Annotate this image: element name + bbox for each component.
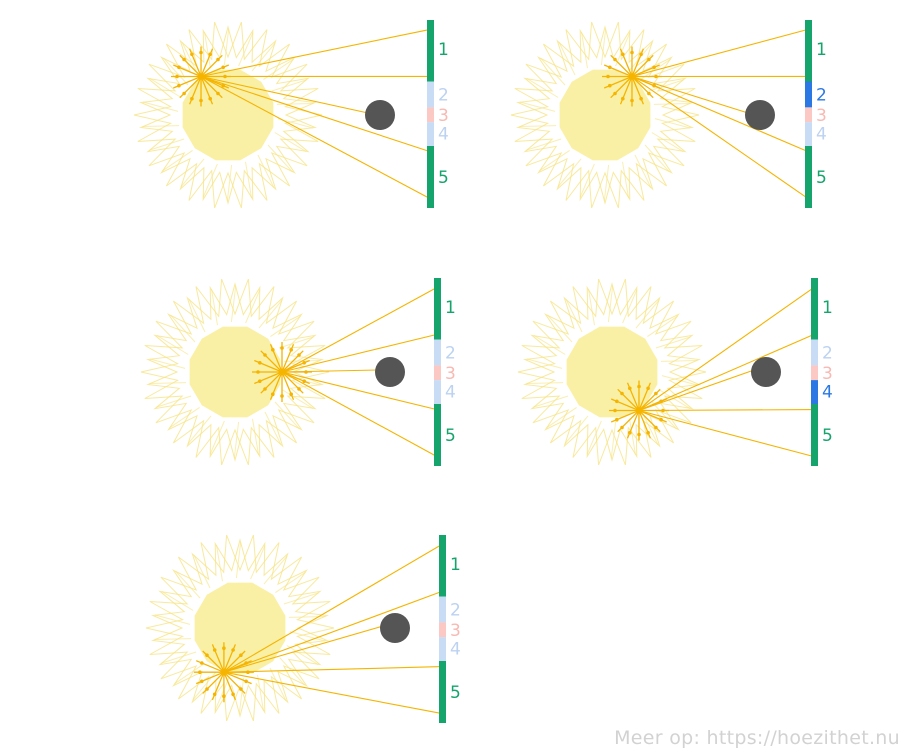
segment-label-5: 5	[450, 683, 461, 703]
screen: 1 234 5	[434, 278, 456, 466]
screen-segment-5	[434, 404, 441, 466]
segment-label-3: 3	[822, 364, 833, 384]
light-rays	[281, 286, 438, 458]
screen-segment-3	[805, 107, 812, 123]
sun-core	[566, 326, 658, 418]
segment-label-5: 5	[438, 168, 449, 188]
segment-label-2: 2	[822, 343, 833, 363]
segment-label-4: 4	[822, 383, 833, 403]
screen-segment-4	[811, 380, 818, 404]
opaque-object	[365, 100, 395, 130]
segment-label-3: 3	[450, 621, 461, 641]
light-rays	[631, 28, 809, 200]
light-rays	[200, 28, 431, 200]
segment-label-1: 1	[816, 40, 827, 60]
segment-label-2: 2	[450, 600, 461, 620]
segment-label-1: 1	[438, 40, 449, 60]
segment-label-4: 4	[816, 125, 827, 145]
panel-5: 1 234 5	[145, 534, 461, 723]
screen-segment-2	[805, 81, 812, 108]
panel-4: 1 234 5	[517, 278, 833, 466]
screen-segment-1	[811, 278, 818, 340]
screen-segment-1	[805, 20, 812, 82]
screen-segment-2	[427, 81, 434, 108]
light-rays	[223, 543, 443, 715]
screen-segment-3	[434, 365, 441, 381]
segment-label-3: 3	[438, 106, 449, 126]
screen-segment-2	[811, 339, 818, 366]
credit-text: Meer op: https://hoezithet.nu	[614, 727, 900, 749]
segment-label-3: 3	[445, 364, 456, 384]
light-rays	[638, 286, 815, 458]
screen-segment-2	[439, 596, 446, 623]
screen: 1 234 5	[439, 535, 461, 723]
sun-core	[189, 326, 281, 418]
screen-segment-5	[427, 146, 434, 208]
sun-core	[182, 69, 274, 161]
screen-segment-1	[434, 278, 441, 340]
screen: 1 234 5	[811, 278, 833, 466]
panel-2: 1 234 5	[510, 20, 827, 209]
screen-segment-3	[811, 365, 818, 381]
screen-segment-4	[439, 637, 446, 661]
segment-label-1: 1	[445, 298, 456, 318]
opaque-object	[745, 100, 775, 130]
segment-label-1: 1	[450, 555, 461, 575]
screen-segment-4	[434, 380, 441, 404]
sun-core	[559, 69, 651, 161]
segment-label-5: 5	[445, 426, 456, 446]
screen-segment-1	[439, 535, 446, 597]
segment-label-3: 3	[816, 106, 827, 126]
screen-segment-4	[805, 122, 812, 146]
sun-core	[194, 582, 286, 674]
segment-label-2: 2	[438, 85, 449, 105]
panel-1: 1 234 5	[133, 20, 449, 209]
opaque-object	[375, 357, 405, 387]
segment-label-2: 2	[445, 343, 456, 363]
screen-segment-3	[427, 107, 434, 123]
screen-segment-4	[427, 122, 434, 146]
segment-label-4: 4	[438, 125, 449, 145]
segment-label-5: 5	[822, 426, 833, 446]
segment-label-5: 5	[816, 168, 827, 188]
screen-segment-1	[427, 20, 434, 82]
screen-segment-2	[434, 339, 441, 366]
segment-label-4: 4	[450, 640, 461, 660]
opaque-object	[751, 357, 781, 387]
opaque-object	[380, 613, 410, 643]
screen-segment-3	[439, 622, 446, 638]
screen-segment-5	[811, 404, 818, 466]
segment-label-2: 2	[816, 85, 827, 105]
screen: 1 234 5	[427, 20, 449, 208]
screen-segment-5	[805, 146, 812, 208]
segment-label-1: 1	[822, 298, 833, 318]
screen-segment-5	[439, 661, 446, 723]
segment-label-4: 4	[445, 383, 456, 403]
panel-3: 1 234 5	[140, 278, 456, 466]
screen: 1 234 5	[805, 20, 827, 208]
